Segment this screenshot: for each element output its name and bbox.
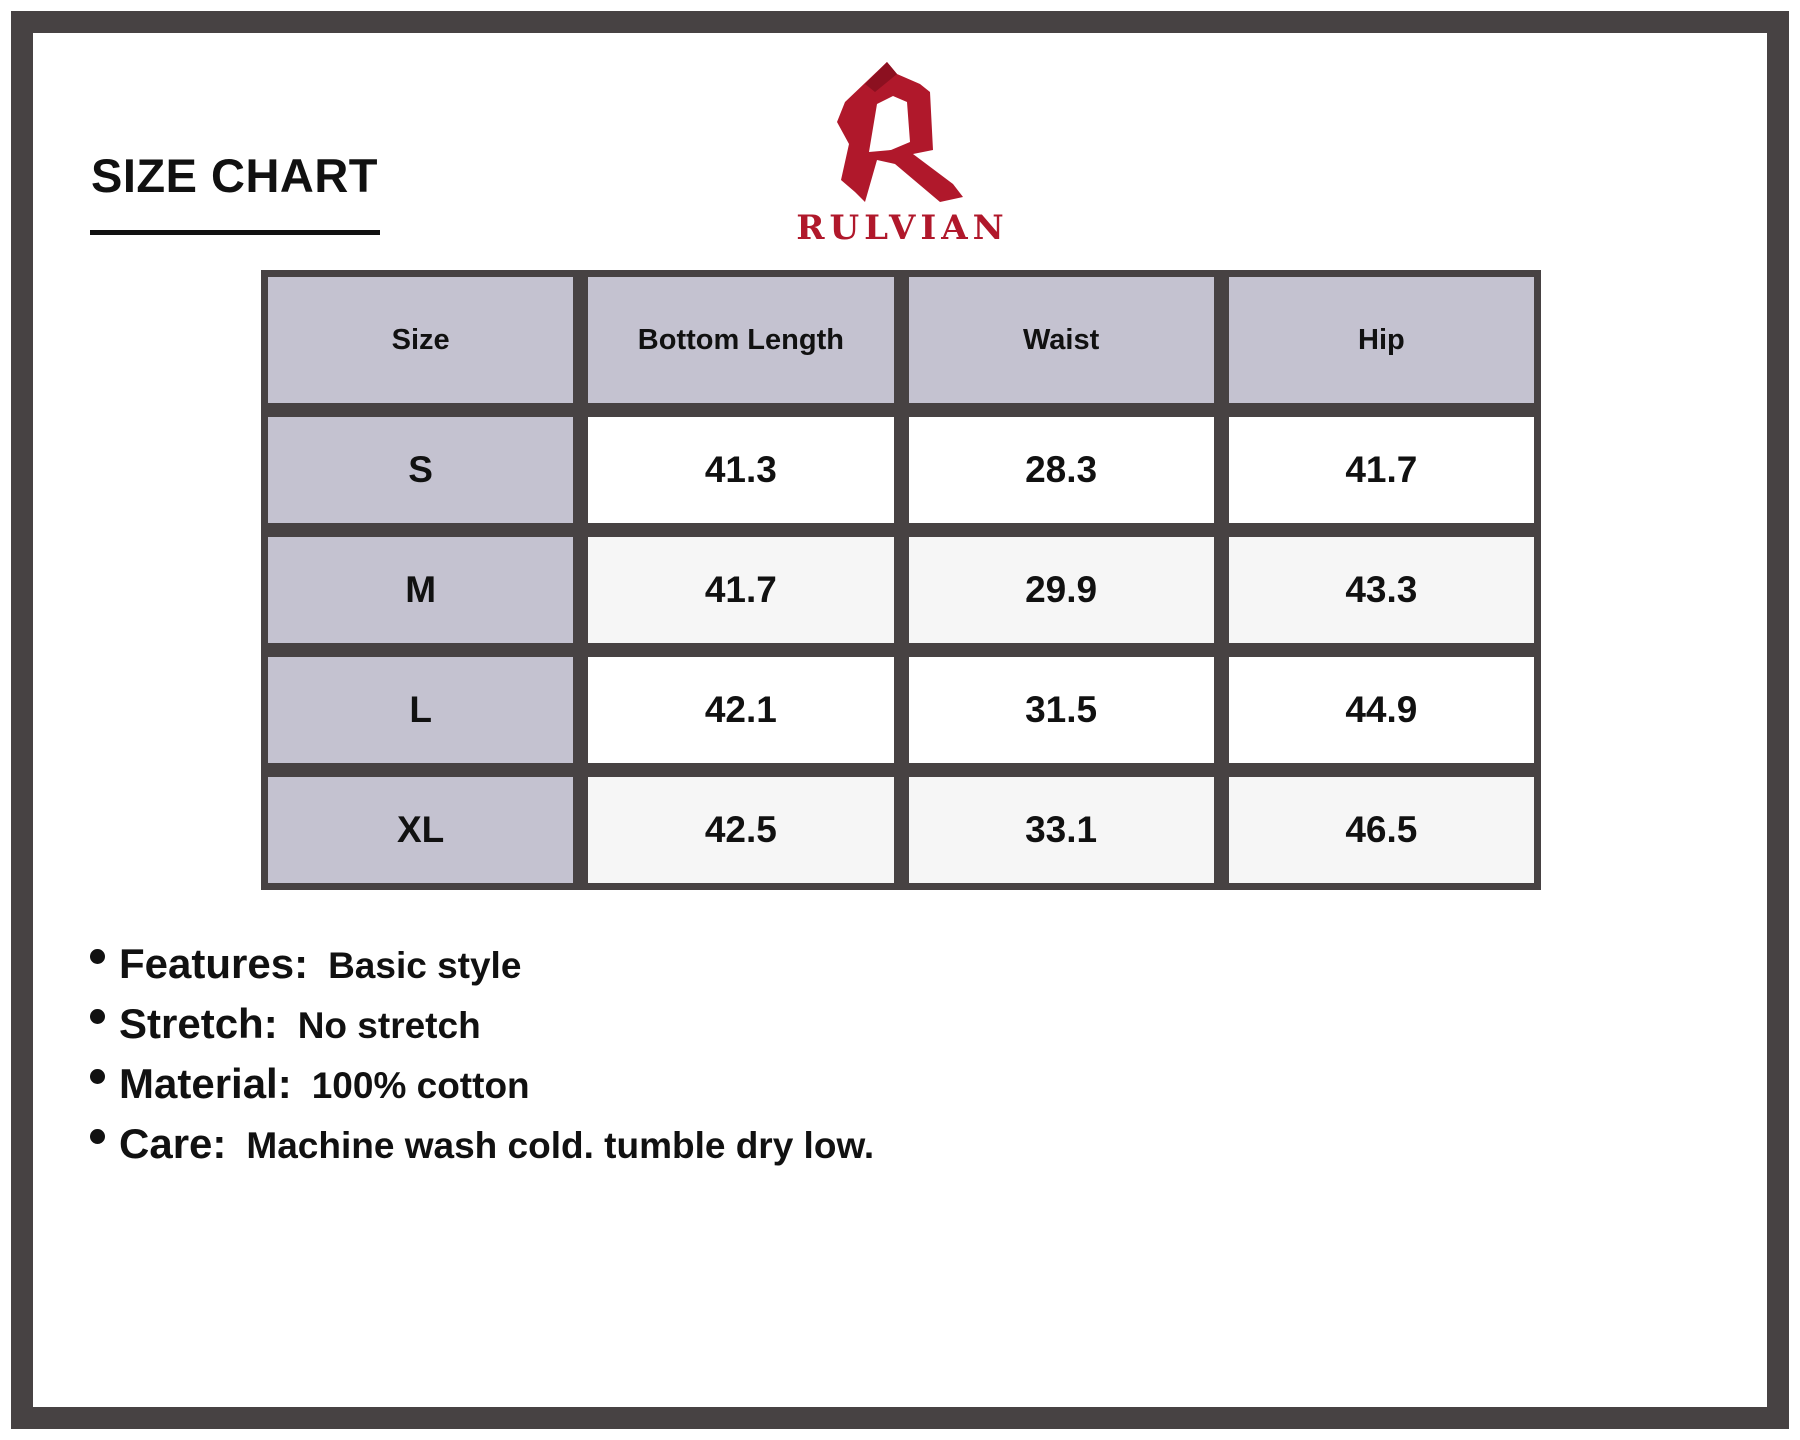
spec-value: Basic style	[328, 945, 522, 986]
size-cell: M	[268, 537, 574, 643]
spec-value: No stretch	[297, 1005, 481, 1046]
size-cell: S	[268, 417, 574, 523]
waist-cell: 33.1	[908, 777, 1214, 883]
spec-label: Care:	[119, 1120, 227, 1167]
bullet-icon	[90, 1069, 105, 1084]
bottom-length-cell: 42.5	[588, 777, 894, 883]
bottom-length-cell: 41.3	[588, 417, 894, 523]
spec-stretch: Stretch: No stretch	[90, 1000, 874, 1060]
spec-value: Machine wash cold. tumble dry low.	[246, 1125, 875, 1166]
spec-value: 100% cotton	[311, 1065, 530, 1106]
hip-cell: 41.7	[1228, 417, 1534, 523]
header-size: Size	[268, 277, 574, 403]
bullet-icon	[90, 949, 105, 964]
bottom-length-cell: 41.7	[588, 537, 894, 643]
hip-cell: 44.9	[1228, 657, 1534, 763]
spec-material: Material: 100% cotton	[90, 1060, 874, 1120]
brand-logo-r-icon	[837, 62, 963, 202]
title-underline	[90, 230, 380, 235]
hip-cell: 46.5	[1228, 777, 1534, 883]
waist-cell: 28.3	[908, 417, 1214, 523]
hip-cell: 43.3	[1228, 537, 1534, 643]
size-cell: L	[268, 657, 574, 763]
spec-label: Features:	[119, 940, 309, 987]
header-hip: Hip	[1228, 277, 1534, 403]
size-table: Size Bottom Length Waist Hip S 41.3 28.3…	[261, 270, 1541, 890]
waist-cell: 31.5	[908, 657, 1214, 763]
header-waist: Waist	[908, 277, 1214, 403]
spec-list: Features: Basic style Stretch: No stretc…	[90, 940, 874, 1180]
brand-name: RULVIAN	[796, 208, 1009, 248]
header-bottom-length: Bottom Length	[588, 277, 894, 403]
spec-care: Care: Machine wash cold. tumble dry low.	[90, 1120, 874, 1180]
spec-features: Features: Basic style	[90, 940, 874, 1000]
spec-label: Material:	[119, 1060, 292, 1107]
bullet-icon	[90, 1009, 105, 1024]
waist-cell: 29.9	[908, 537, 1214, 643]
spec-label: Stretch:	[119, 1000, 278, 1047]
page-title: SIZE CHART	[91, 149, 378, 202]
bottom-length-cell: 42.1	[588, 657, 894, 763]
size-cell: XL	[268, 777, 574, 883]
bullet-icon	[90, 1129, 105, 1144]
